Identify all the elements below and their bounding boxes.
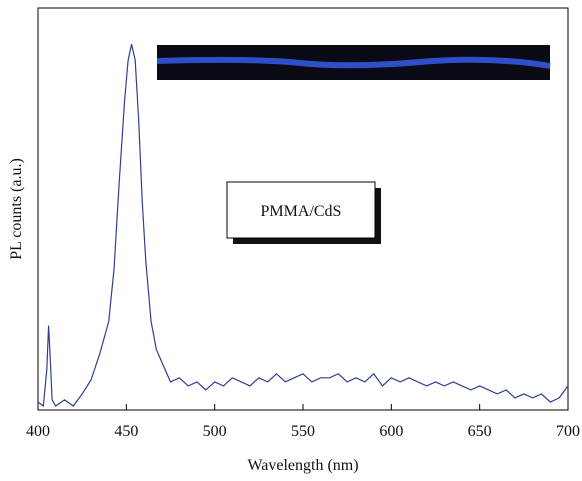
- inset-image: [156, 45, 551, 80]
- x-axis-label: Wavelength (nm): [247, 457, 358, 474]
- x-tick-label: 550: [291, 423, 315, 440]
- spectrum-line: [37, 44, 569, 408]
- x-tick-label: 600: [379, 423, 403, 440]
- annotation: PMMA/CdS: [261, 203, 342, 220]
- x-tick-label: 450: [114, 423, 138, 440]
- x-tick-label: 700: [556, 423, 580, 440]
- x-tick-label: 500: [203, 423, 227, 440]
- x-tick-label: 650: [468, 423, 492, 440]
- x-tick-label: 400: [26, 423, 50, 440]
- y-axis-label: PL counts (a.u.): [8, 158, 25, 260]
- annotation-box: [226, 181, 376, 239]
